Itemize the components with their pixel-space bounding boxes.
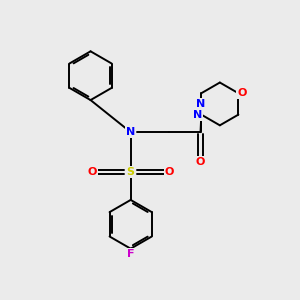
Text: N: N [193,110,203,120]
Text: N: N [196,99,205,109]
Text: S: S [127,167,135,177]
Text: O: O [87,167,97,177]
Text: O: O [196,157,205,167]
Text: N: N [126,127,135,137]
Text: O: O [237,88,247,98]
Text: O: O [165,167,174,177]
Text: F: F [127,249,134,259]
